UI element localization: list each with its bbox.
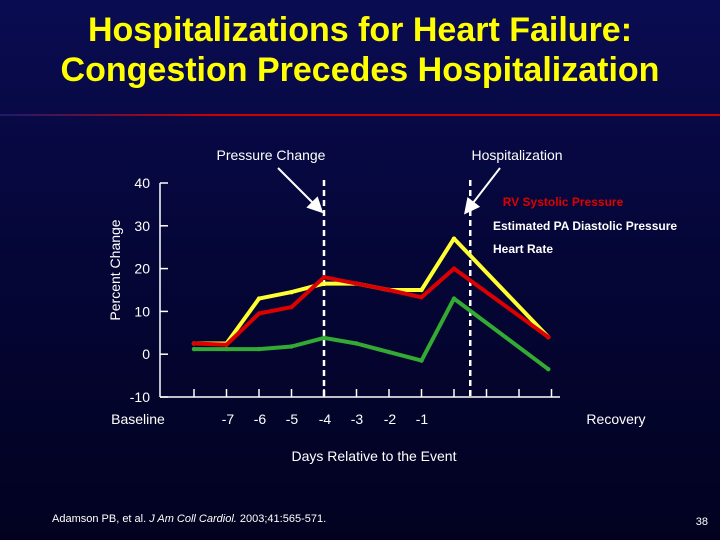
rv-systolic-pressure-point	[451, 236, 457, 241]
pa-diastolic-pressure-point	[386, 287, 392, 293]
rv-systolic-pressure-legend-label: RV Systolic Pressure	[503, 195, 624, 209]
x-tick-label: -6	[254, 411, 267, 427]
y-axis-title: Percent Change	[107, 219, 123, 320]
heart-rate-point	[386, 349, 392, 355]
pa-diastolic-pressure-point	[191, 341, 197, 346]
slide-title: Hospitalizations for Heart Failure: Cong…	[0, 10, 720, 90]
y-tick-label: 10	[134, 303, 150, 319]
x-tick-label: -2	[384, 411, 397, 427]
citation-details: 2003;41:565-571.	[236, 513, 327, 525]
x-tick-label: -7	[222, 411, 235, 427]
pa-diastolic-pressure-point	[546, 334, 551, 340]
slide-number: 38	[695, 516, 708, 528]
pa-diastolic-pressure-legend-label: Estimated PA Diastolic Pressure	[493, 219, 677, 233]
heart-rate-point	[419, 358, 424, 363]
pa-diastolic-pressure-point	[289, 304, 294, 310]
rv-systolic-pressure-point	[419, 287, 424, 293]
pa-diastolic-pressure-point	[256, 311, 262, 316]
pressure-change-label: Pressure Change	[217, 147, 326, 163]
title-divider	[0, 114, 720, 116]
pressure-change-arrow	[277, 167, 324, 214]
rv-systolic-pressure-point	[321, 281, 327, 286]
hospitalization-arrow	[464, 167, 501, 215]
pa-diastolic-pressure-point	[224, 342, 229, 347]
hospitalization-label: Hospitalization	[471, 147, 562, 163]
heart-rate-point	[256, 346, 262, 352]
x-tick-label: -1	[416, 411, 429, 427]
x-tick-label: Baseline	[111, 411, 165, 427]
x-tick-label: -3	[351, 411, 364, 427]
x-tick-label: -4	[319, 411, 332, 427]
y-tick-label: 0	[142, 346, 150, 362]
heart-rate-legend-label: Heart Rate	[493, 242, 553, 256]
heart-rate-point	[451, 296, 457, 301]
y-tick-label: 40	[134, 175, 150, 191]
citation-authors: Adamson PB, et al.	[52, 513, 150, 525]
y-tick-label: -10	[130, 389, 150, 405]
heart-rate-point	[546, 366, 551, 372]
x-axis-title: Days Relative to the Event	[292, 448, 457, 464]
title-line-1: Hospitalizations for Heart Failure:	[87, 11, 633, 49]
heart-rate-line	[192, 296, 551, 372]
y-tick-label: 30	[134, 218, 150, 234]
rv-systolic-pressure-point	[289, 289, 294, 295]
pa-diastolic-pressure-point	[321, 274, 327, 280]
pa-diastolic-pressure-point	[419, 295, 424, 300]
heart-rate-point	[289, 344, 294, 349]
x-tick-label: -5	[286, 411, 299, 427]
heart-rate-point	[224, 346, 229, 352]
rv-systolic-pressure-point	[256, 296, 262, 301]
citation-journal: J Am Coll Cardiol.	[149, 513, 237, 525]
y-tick-label: 20	[134, 261, 150, 277]
x-tick-label: Recovery	[586, 411, 645, 427]
pa-diastolic-pressure-point	[354, 281, 359, 286]
heart-rate-point	[354, 341, 359, 346]
rv-systolic-pressure-line	[192, 236, 551, 346]
heart-rate-point	[191, 346, 197, 352]
pa-diastolic-pressure-line	[192, 266, 551, 347]
heart-rate-point	[321, 335, 327, 341]
pa-diastolic-pressure-point	[451, 266, 457, 271]
title-line-2: Congestion Precedes Hospitalization	[60, 51, 660, 89]
citation: Adamson PB, et al. J Am Coll Cardiol. 20…	[52, 513, 326, 525]
